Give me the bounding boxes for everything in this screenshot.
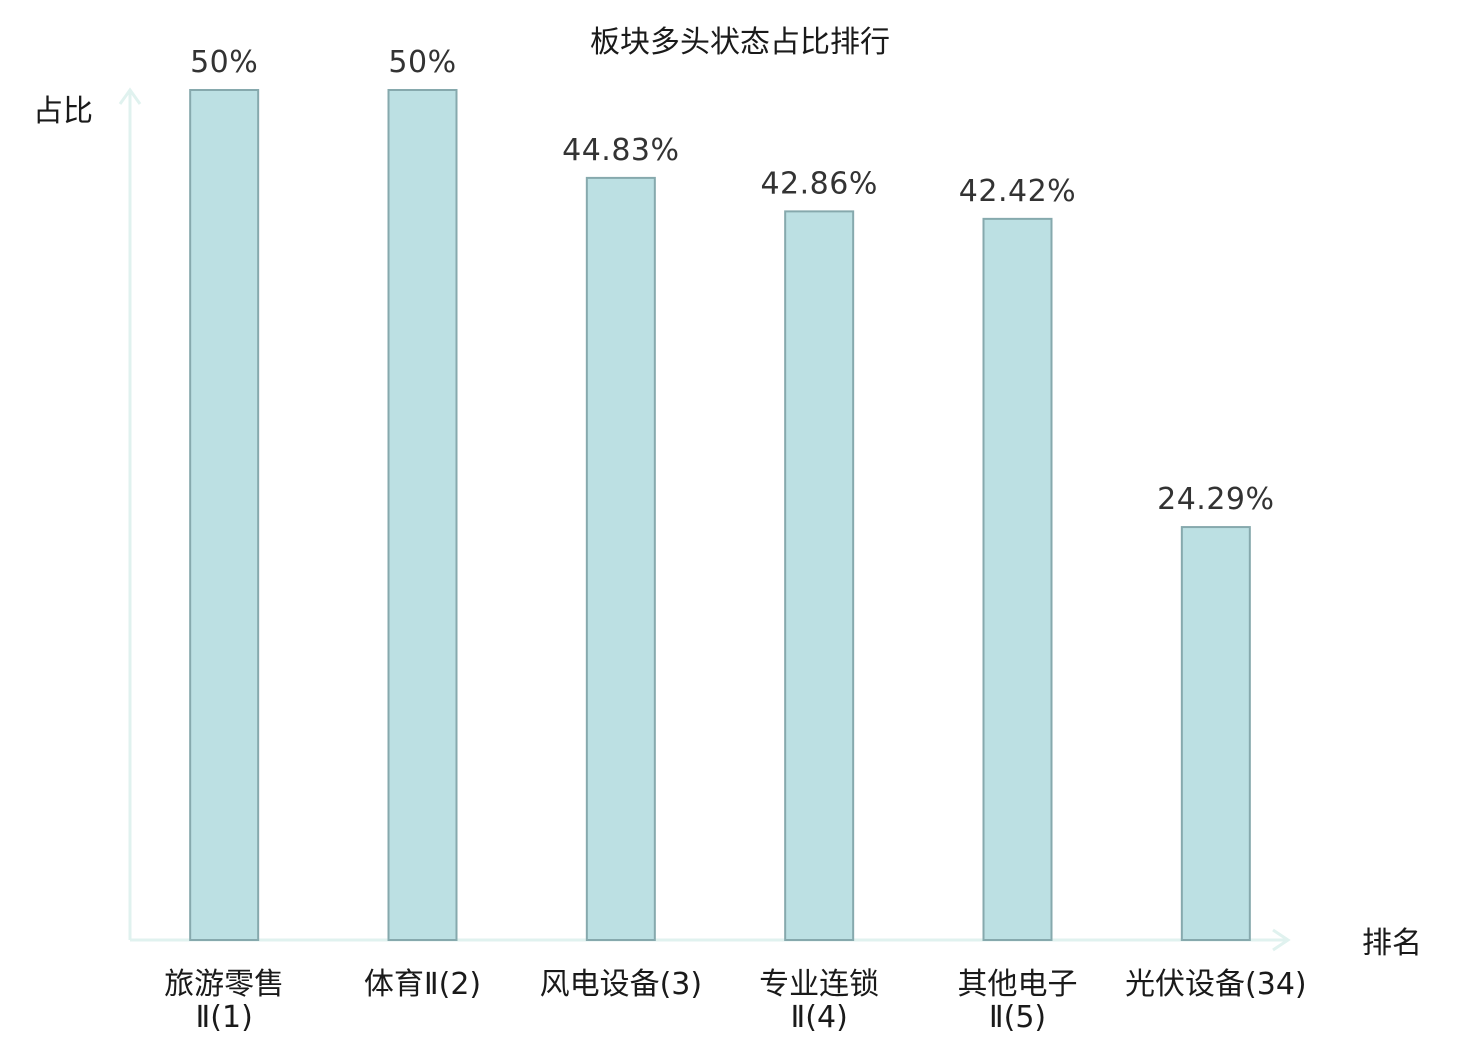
bar-value-label: 44.83% xyxy=(562,133,679,168)
category-label: Ⅱ(4) xyxy=(791,1000,848,1035)
bar xyxy=(387,89,458,941)
category-label: Ⅱ(1) xyxy=(196,1000,253,1035)
bar-value-label: 50% xyxy=(388,45,456,80)
bar-value-label: 42.86% xyxy=(760,166,877,201)
category-label: 光伏设备(34) xyxy=(1125,967,1307,1002)
category-label: Ⅱ(5) xyxy=(989,1000,1046,1035)
x-axis-arrow-icon xyxy=(1272,928,1291,952)
bar xyxy=(585,176,656,941)
category-label: 体育Ⅱ(2) xyxy=(364,967,481,1002)
bar-value-label: 50% xyxy=(190,45,258,80)
bar xyxy=(982,217,1053,942)
chart-title: 板块多头状态占比排行 xyxy=(590,25,890,60)
bar xyxy=(1180,526,1251,941)
category-label: 风电设备(3) xyxy=(540,967,703,1002)
category-label: 旅游零售 xyxy=(164,967,284,1002)
bar-value-label: 24.29% xyxy=(1157,482,1274,517)
bar xyxy=(189,89,260,941)
bar xyxy=(784,210,855,941)
y-axis-label: 占比 xyxy=(33,94,93,129)
category-label: 其他电子 xyxy=(958,967,1078,1002)
category-label: 专业连锁 xyxy=(759,967,879,1002)
bar-value-label: 42.42% xyxy=(959,174,1076,209)
x-axis-label: 排名 xyxy=(1362,926,1422,961)
